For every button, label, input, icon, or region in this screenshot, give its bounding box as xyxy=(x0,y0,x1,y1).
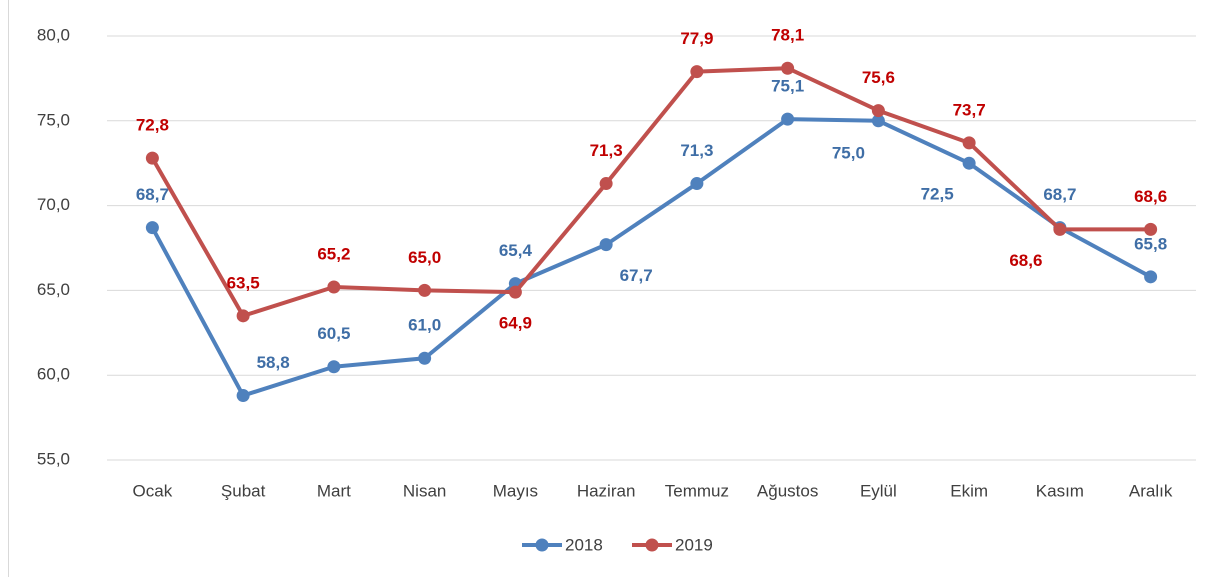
point xyxy=(690,177,704,191)
value-label: 68,6 xyxy=(1009,251,1042,270)
value-label: 60,5 xyxy=(317,324,350,343)
y-tick-label: 80,0 xyxy=(37,25,70,44)
value-label: 71,3 xyxy=(680,141,713,160)
value-label: 75,6 xyxy=(862,68,895,87)
value-label: 71,3 xyxy=(590,141,623,160)
x-tick-label: Ocak xyxy=(133,481,173,500)
point xyxy=(599,238,613,252)
x-tick-label: Haziran xyxy=(577,481,636,500)
point xyxy=(145,151,159,165)
x-tick-label: Aralık xyxy=(1129,481,1173,500)
value-label: 65,0 xyxy=(408,248,441,267)
value-label: 68,6 xyxy=(1134,187,1167,206)
legend-marker xyxy=(645,538,659,552)
x-tick-label: Nisan xyxy=(403,481,446,500)
point xyxy=(1144,222,1158,236)
value-label: 75,0 xyxy=(832,143,865,162)
point xyxy=(508,285,522,299)
x-tick-label: Mart xyxy=(317,481,351,500)
value-label: 65,8 xyxy=(1134,234,1167,253)
point xyxy=(599,177,613,191)
value-label: 72,5 xyxy=(921,185,954,204)
point xyxy=(871,114,885,128)
x-tick-label: Eylül xyxy=(860,481,897,500)
x-tick-label: Ağustos xyxy=(757,481,818,500)
x-tick-label: Kasım xyxy=(1036,481,1084,500)
y-tick-label: 60,0 xyxy=(37,365,70,384)
point xyxy=(1144,270,1158,284)
point xyxy=(1053,222,1067,236)
point xyxy=(690,65,704,79)
point xyxy=(236,389,250,403)
point xyxy=(145,221,159,235)
value-label: 64,9 xyxy=(499,314,532,333)
value-label: 65,2 xyxy=(317,244,350,263)
value-label: 78,1 xyxy=(771,26,804,45)
y-tick-label: 65,0 xyxy=(37,280,70,299)
value-label: 67,7 xyxy=(620,266,653,285)
y-tick-label: 55,0 xyxy=(37,449,70,468)
x-tick-label: Temmuz xyxy=(665,481,729,500)
x-tick-label: Ekim xyxy=(950,481,988,500)
value-label: 68,7 xyxy=(136,185,169,204)
series-line xyxy=(150,117,1152,398)
point xyxy=(781,112,795,126)
legend-marker xyxy=(535,538,549,552)
series-line xyxy=(150,66,1151,318)
x-tick-label: Şubat xyxy=(221,481,266,500)
legend-label: 2018 xyxy=(565,535,603,554)
point xyxy=(871,104,885,118)
point xyxy=(962,156,976,170)
value-label: 73,7 xyxy=(953,100,986,119)
y-tick-label: 75,0 xyxy=(37,110,70,129)
legend-label: 2019 xyxy=(675,535,713,554)
x-tick-label: Mayıs xyxy=(493,481,538,500)
value-label: 61,0 xyxy=(408,316,441,335)
value-label: 63,5 xyxy=(227,273,260,292)
point xyxy=(781,61,795,75)
y-tick-label: 70,0 xyxy=(37,195,70,214)
value-label: 58,8 xyxy=(257,353,290,372)
point xyxy=(962,136,976,150)
point xyxy=(418,351,432,365)
value-label: 77,9 xyxy=(680,29,713,48)
point xyxy=(327,280,341,294)
point xyxy=(236,309,250,323)
point xyxy=(418,283,432,297)
value-label: 65,4 xyxy=(499,241,533,260)
value-label: 68,7 xyxy=(1043,185,1076,204)
value-label: 75,1 xyxy=(771,77,804,96)
value-label: 72,8 xyxy=(136,116,169,135)
point xyxy=(327,360,341,374)
